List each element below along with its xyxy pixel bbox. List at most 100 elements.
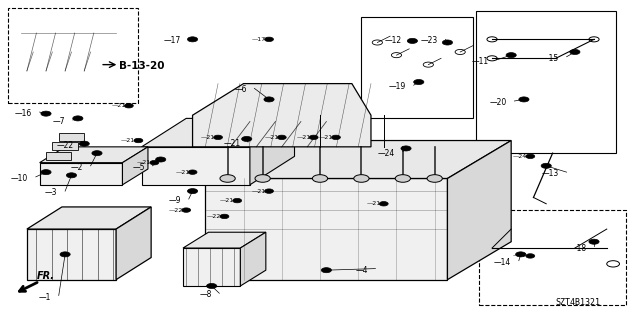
Text: —21: —21: [319, 135, 333, 140]
Text: —21: —21: [264, 135, 278, 140]
Polygon shape: [193, 84, 371, 147]
Polygon shape: [40, 147, 148, 163]
Text: —21: —21: [111, 103, 125, 108]
Circle shape: [427, 175, 442, 182]
Circle shape: [413, 79, 424, 85]
Text: —10: —10: [11, 174, 28, 183]
Circle shape: [233, 198, 242, 203]
Circle shape: [312, 175, 328, 182]
Circle shape: [264, 97, 274, 102]
Text: —17: —17: [513, 254, 527, 258]
Polygon shape: [205, 141, 511, 178]
Text: —23: —23: [420, 36, 438, 45]
Polygon shape: [59, 133, 84, 141]
Circle shape: [67, 173, 77, 178]
Text: —15: —15: [541, 54, 559, 63]
Polygon shape: [27, 207, 151, 229]
Text: FR.: FR.: [36, 271, 54, 281]
Text: —22: —22: [169, 208, 183, 212]
Circle shape: [41, 170, 51, 175]
Circle shape: [401, 146, 411, 151]
Text: —21: —21: [201, 135, 215, 140]
Text: —22: —22: [207, 214, 221, 219]
Text: —3: —3: [45, 188, 58, 197]
Circle shape: [541, 163, 551, 168]
Circle shape: [407, 38, 417, 43]
Circle shape: [214, 135, 223, 140]
Circle shape: [570, 49, 580, 55]
Circle shape: [79, 141, 90, 146]
Text: —6: —6: [234, 85, 246, 94]
Circle shape: [332, 135, 340, 140]
Circle shape: [188, 170, 197, 174]
Polygon shape: [447, 141, 511, 280]
Text: —9: —9: [168, 196, 181, 205]
Bar: [8, 8, 138, 103]
Text: —7: —7: [52, 117, 65, 126]
Circle shape: [519, 97, 529, 102]
Polygon shape: [40, 163, 122, 185]
Text: —20: —20: [490, 98, 507, 107]
Text: —21: —21: [175, 170, 189, 174]
Polygon shape: [122, 147, 148, 185]
Text: —13: —13: [541, 169, 559, 178]
Circle shape: [60, 252, 70, 257]
Circle shape: [92, 151, 102, 156]
Circle shape: [73, 116, 83, 121]
Text: —21: —21: [137, 160, 151, 165]
Text: —14: —14: [494, 258, 511, 267]
Text: —18: —18: [569, 243, 586, 253]
Circle shape: [516, 252, 526, 257]
Text: —17: —17: [252, 37, 266, 42]
Circle shape: [264, 37, 273, 41]
Circle shape: [321, 268, 332, 273]
Bar: [476, 11, 616, 153]
Circle shape: [589, 239, 599, 244]
Text: B-13-20: B-13-20: [119, 61, 164, 71]
Circle shape: [188, 189, 198, 194]
Polygon shape: [205, 178, 447, 280]
Text: —5: —5: [132, 163, 145, 172]
Circle shape: [220, 175, 236, 182]
Text: —24: —24: [378, 149, 395, 158]
Text: —11: —11: [472, 57, 489, 66]
Circle shape: [380, 202, 388, 206]
Text: —8: —8: [199, 290, 212, 299]
Polygon shape: [46, 152, 72, 160]
Text: SZT4B1321: SZT4B1321: [556, 298, 601, 307]
Circle shape: [264, 189, 273, 193]
Circle shape: [156, 157, 166, 162]
Circle shape: [354, 175, 369, 182]
Text: —21: —21: [367, 201, 381, 206]
Polygon shape: [52, 142, 78, 150]
Circle shape: [309, 135, 318, 140]
Circle shape: [395, 175, 410, 182]
Circle shape: [182, 208, 191, 212]
Text: —17: —17: [164, 36, 181, 45]
Text: —24: —24: [513, 154, 527, 159]
Text: —2: —2: [70, 163, 83, 172]
Bar: [479, 210, 626, 305]
Bar: [362, 17, 473, 118]
Text: —22: —22: [56, 141, 74, 150]
Text: —12: —12: [385, 36, 401, 45]
Polygon shape: [241, 232, 266, 286]
Text: —21: —21: [223, 139, 241, 148]
Text: —16: —16: [15, 109, 32, 118]
Text: —21: —21: [296, 135, 310, 140]
Polygon shape: [183, 232, 266, 248]
Text: —21: —21: [252, 189, 266, 194]
Circle shape: [506, 53, 516, 58]
Text: —1: —1: [38, 293, 51, 301]
Polygon shape: [141, 147, 250, 185]
Circle shape: [442, 40, 452, 45]
Circle shape: [150, 160, 159, 165]
Circle shape: [220, 214, 229, 219]
Polygon shape: [116, 207, 151, 280]
Circle shape: [526, 254, 535, 258]
Text: —4: —4: [355, 266, 368, 275]
Text: —21: —21: [121, 138, 135, 143]
Polygon shape: [250, 118, 294, 185]
Text: —19: —19: [388, 82, 406, 91]
Circle shape: [526, 154, 535, 159]
